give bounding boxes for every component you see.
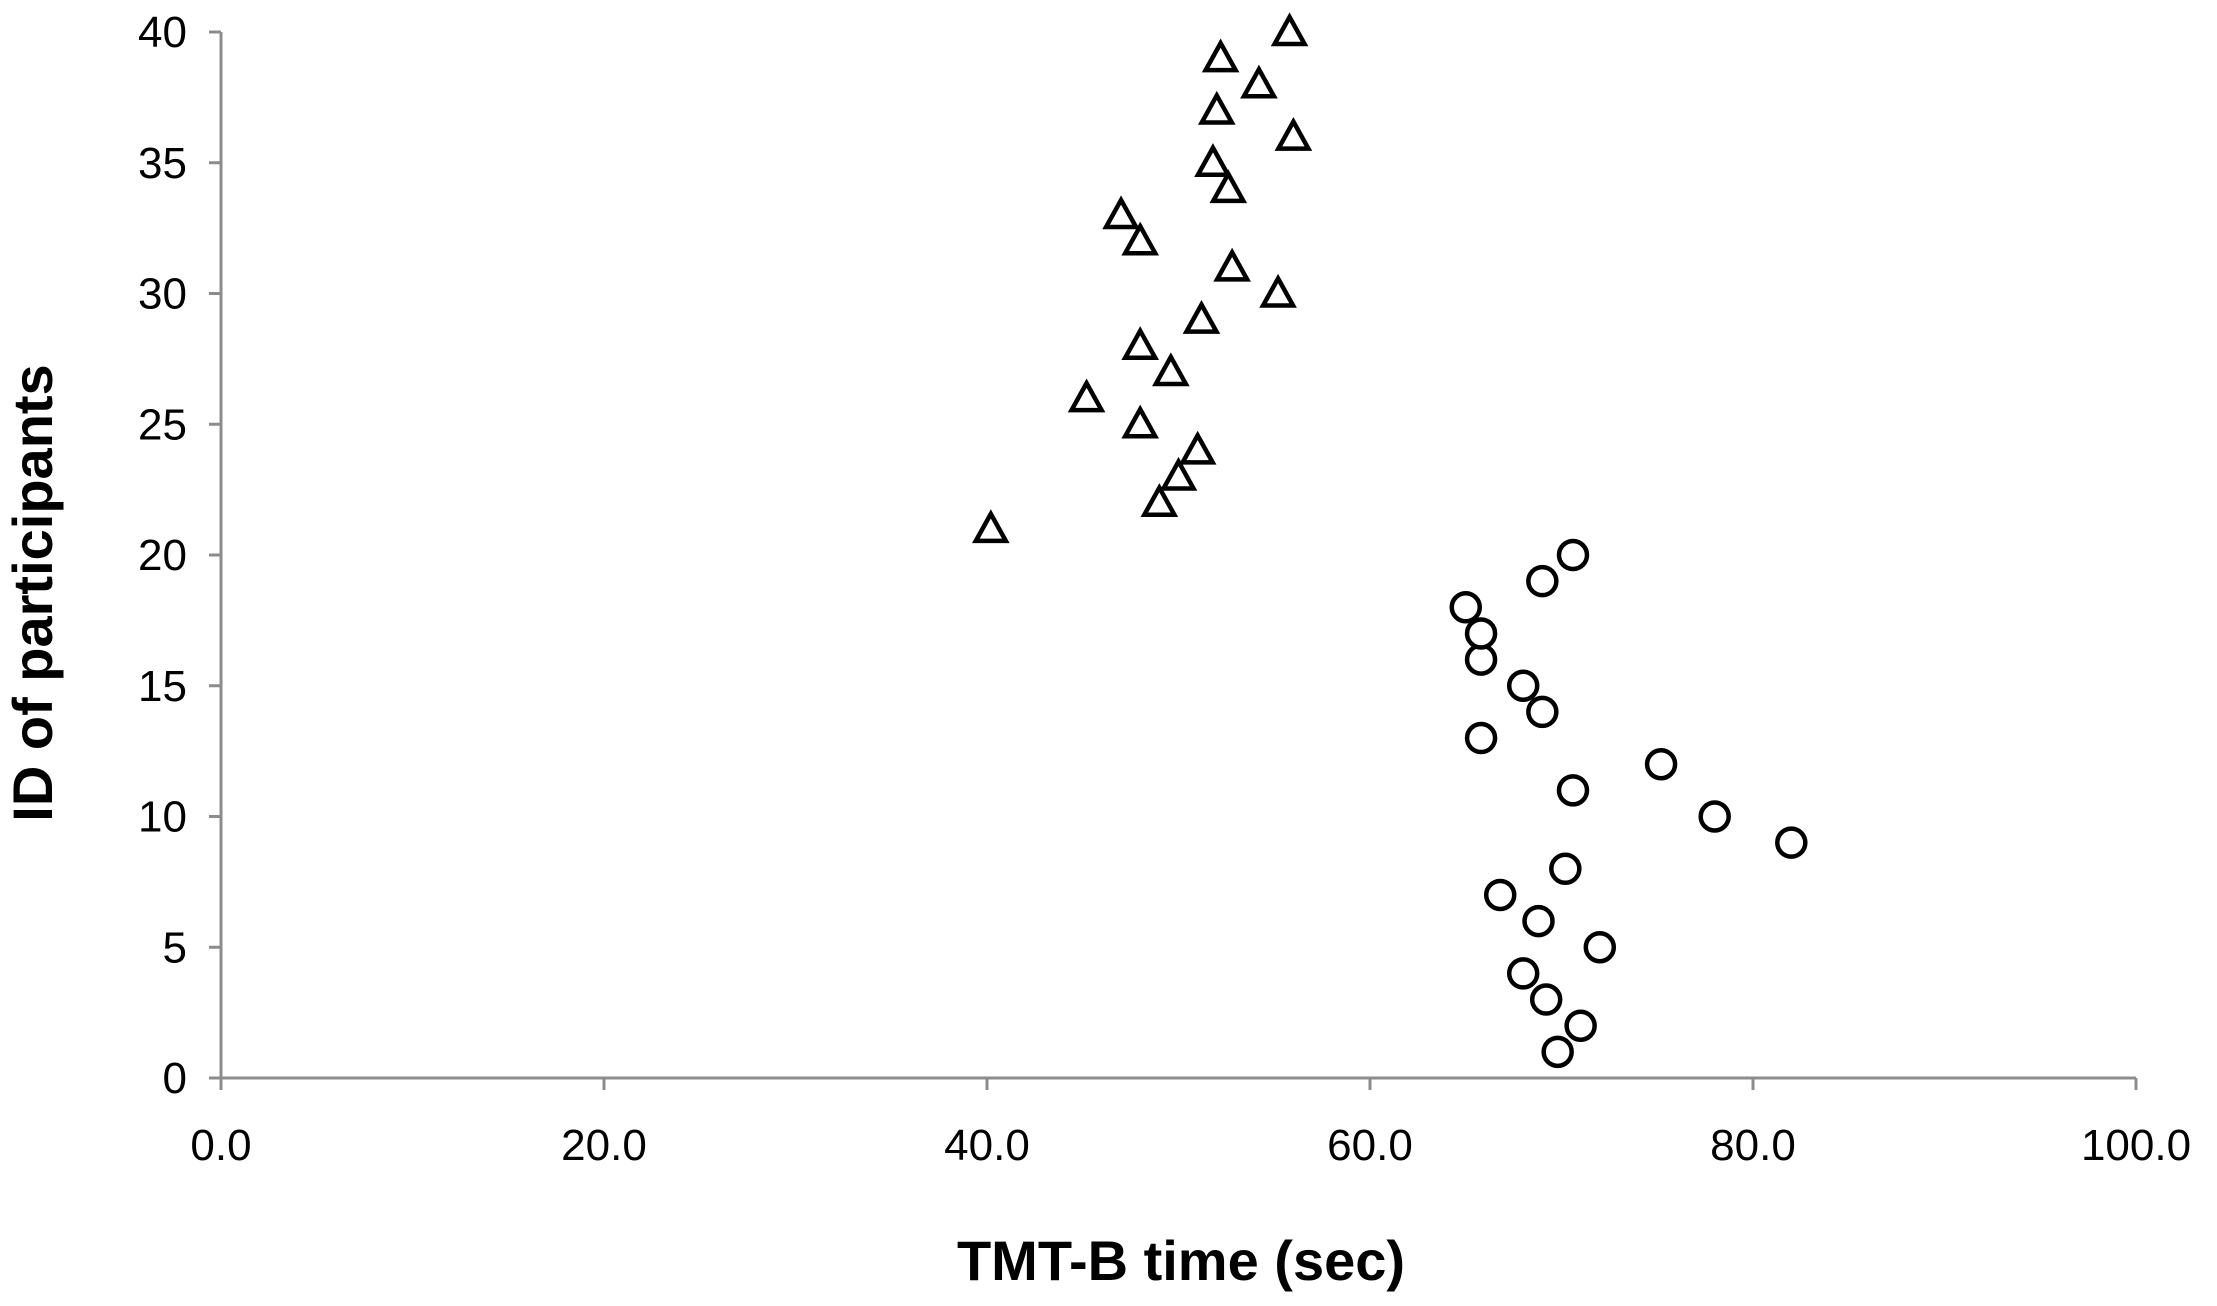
triangle-point	[1067, 378, 1106, 413]
circle-point	[1506, 669, 1540, 702]
circle-point	[1556, 538, 1590, 572]
triangle-point	[1121, 404, 1160, 439]
circle-point	[1549, 852, 1582, 886]
data-markers	[972, 12, 1808, 1069]
triangle-point	[1178, 430, 1217, 465]
y-tick-label: 30	[138, 270, 187, 319]
triangle-point	[1213, 247, 1251, 282]
circle-point	[1522, 904, 1555, 938]
y-tick-label: 25	[138, 400, 187, 449]
triangle-point	[1152, 352, 1190, 387]
circle-point	[1506, 957, 1540, 990]
x-tick-label: 0.0	[190, 1121, 251, 1170]
circle-point	[1464, 721, 1498, 755]
y-tick-label: 0	[163, 1054, 187, 1103]
triangle-point	[1240, 64, 1278, 99]
x-tick-label: 20.0	[561, 1121, 647, 1170]
y-tick-label: 5	[163, 923, 187, 972]
triangle-point	[972, 509, 1010, 544]
x-tick-label: 100.0	[2081, 1121, 2191, 1170]
triangle-point	[1182, 300, 1221, 334]
triangle-point	[1159, 456, 1198, 491]
y-tick-label: 40	[138, 8, 187, 57]
x-tick-label: 60.0	[1327, 1121, 1413, 1170]
circle-point	[1449, 591, 1482, 624]
circle-point	[1583, 931, 1617, 964]
triangle-point	[1259, 273, 1297, 308]
circle-point	[1464, 617, 1498, 650]
y-tick-label: 35	[138, 139, 187, 188]
y-axis: 0 5 10 15 20 25 30 35 40	[138, 8, 223, 1103]
triangle-point	[1209, 169, 1248, 204]
triangle-point	[1121, 326, 1160, 361]
x-axis: 0.0 20.0 40.0 60.0 80.0 100.0	[190, 1076, 2191, 1170]
x-tick-label: 40.0	[944, 1121, 1030, 1170]
circle-point	[1556, 774, 1590, 807]
circle-point	[1529, 983, 1563, 1016]
x-axis-title: TMT-B time (sec)	[957, 1229, 1405, 1292]
y-tick-label: 20	[138, 531, 187, 580]
circle-point	[1526, 564, 1559, 598]
circle-point	[1526, 695, 1559, 729]
triangle-point	[1194, 143, 1232, 177]
triangle-point	[1121, 221, 1160, 256]
triangle-point	[1102, 195, 1140, 230]
triangle-point	[1201, 38, 1240, 73]
triangle-point	[1197, 90, 1236, 125]
y-tick-label: 15	[138, 662, 187, 711]
circle-point	[1564, 1009, 1597, 1042]
circle-point	[1541, 1035, 1574, 1069]
y-tick-label: 10	[138, 793, 187, 842]
triangle-point	[1274, 116, 1313, 151]
x-tick-label: 80.0	[1710, 1121, 1796, 1170]
triangle-point	[1140, 483, 1179, 517]
circle-point	[1483, 878, 1517, 912]
circle-point	[1698, 800, 1731, 833]
triangle-point	[1270, 12, 1309, 47]
circle-point	[1775, 826, 1808, 859]
circle-point	[1644, 747, 1678, 781]
circle-point	[1464, 643, 1498, 676]
y-axis-title: ID of participants	[1, 364, 64, 821]
